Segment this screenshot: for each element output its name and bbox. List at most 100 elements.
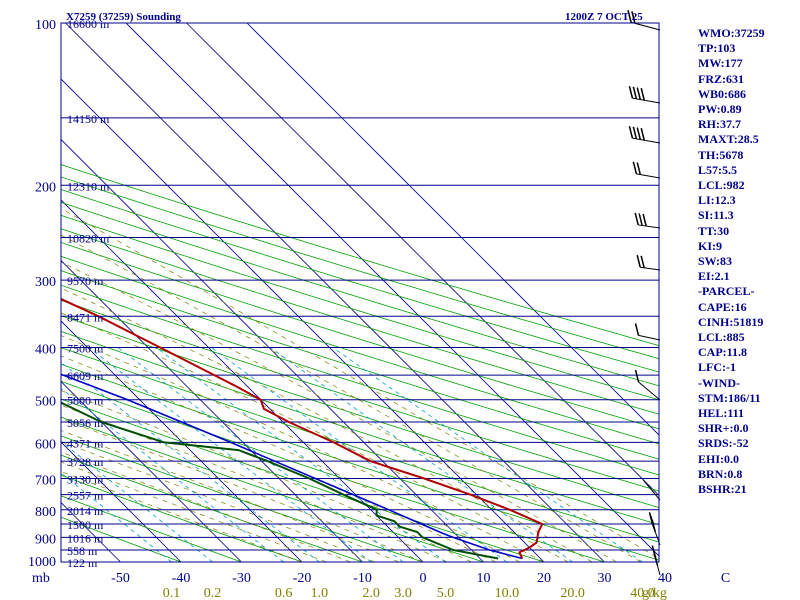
index-value: MAXT:28.5 bbox=[698, 132, 759, 147]
dry-adiabat-line bbox=[61, 241, 659, 430]
index-value: FRZ:631 bbox=[698, 71, 744, 86]
height-label: 5800 m bbox=[67, 394, 104, 408]
dry-adiabat-line bbox=[61, 474, 304, 562]
index-value: -PARCEL- bbox=[698, 284, 755, 299]
height-label: 6609 m bbox=[67, 369, 104, 383]
pressure-tick-label: 800 bbox=[35, 505, 56, 520]
pressure-tick-label: 900 bbox=[35, 532, 56, 547]
moist-adiabat-line bbox=[61, 417, 424, 562]
temperature-tick-label: -10 bbox=[353, 571, 372, 586]
isotherm-line bbox=[61, 199, 424, 562]
wind-barb-flag bbox=[634, 323, 640, 336]
isotherm-line bbox=[61, 441, 182, 562]
wind-barb-flag bbox=[631, 11, 636, 24]
mixing-ratio-label: 10.0 bbox=[495, 586, 520, 600]
wind-barb-flag bbox=[628, 85, 634, 99]
index-value: KI:9 bbox=[698, 238, 722, 253]
index-value: CAPE:16 bbox=[698, 299, 747, 314]
mixing-ratio-label: 0.6 bbox=[275, 586, 293, 600]
plot-frame bbox=[60, 22, 660, 563]
dry-adiabat-line bbox=[61, 495, 243, 562]
dry-adiabat-line bbox=[61, 315, 659, 509]
mixing-ratio-label: 40.0 bbox=[630, 586, 655, 600]
moist-adiabat-line bbox=[61, 312, 569, 562]
wind-barb-flag bbox=[634, 212, 639, 226]
isotherm-line bbox=[125, 23, 659, 557]
index-value: TT:30 bbox=[698, 223, 730, 238]
wind-barb-flag bbox=[628, 125, 634, 139]
height-label: 7500 m bbox=[67, 342, 104, 356]
pressure-tick-label: 300 bbox=[35, 275, 56, 290]
index-value: LCL:982 bbox=[698, 178, 745, 192]
pressure-tick-label: 600 bbox=[35, 437, 56, 452]
height-label: 12310 m bbox=[67, 179, 110, 193]
pressure-tick-label: 1000 bbox=[28, 555, 56, 570]
isotherm-line bbox=[246, 23, 659, 436]
index-value: MW:177 bbox=[698, 56, 743, 71]
temperature-tick-label: C bbox=[721, 571, 730, 586]
wind-barb-staff bbox=[642, 479, 661, 501]
wind-barb-staff bbox=[638, 381, 661, 401]
dry-adiabat-line bbox=[61, 164, 659, 346]
temperature-tick-label: 20 bbox=[537, 571, 551, 586]
sounding-time: 1200Z 7 OCT 25 bbox=[565, 11, 643, 23]
wind-barb-flag bbox=[653, 553, 659, 566]
pressure-tick-label: 500 bbox=[35, 395, 56, 410]
moist-adiabat-line bbox=[61, 441, 375, 562]
index-value: PW:0.89 bbox=[698, 102, 742, 116]
index-value: SW:83 bbox=[698, 254, 733, 268]
index-value: SRDS:-52 bbox=[698, 436, 749, 451]
height-label: 1016 m bbox=[67, 531, 104, 545]
index-value: BRN:0.8 bbox=[698, 466, 743, 481]
wind-barb-flag bbox=[636, 162, 642, 175]
temperature-tick-label: 30 bbox=[598, 571, 612, 586]
mixing-ratio-label: 1.0 bbox=[311, 586, 329, 600]
index-value: -WIND- bbox=[698, 375, 740, 390]
moist-adiabat-line bbox=[61, 335, 545, 562]
temperature-tick-label: 40 bbox=[658, 571, 672, 586]
height-label: 14150 m bbox=[67, 112, 110, 126]
height-label: 2014 m bbox=[67, 504, 104, 518]
index-value: LCL:885 bbox=[698, 330, 745, 344]
pressure-tick-label: 100 bbox=[35, 18, 56, 33]
wind-barb-flag bbox=[640, 88, 645, 101]
wind-barb-flag bbox=[640, 128, 645, 141]
wind-barb-flag bbox=[634, 369, 640, 383]
profile-curves bbox=[61, 297, 544, 560]
index-value: LFC:-1 bbox=[698, 360, 736, 375]
moist-adiabat-line bbox=[61, 287, 593, 562]
index-value: WB0:686 bbox=[698, 86, 746, 101]
dewpoint-trace bbox=[61, 401, 499, 560]
mixing-ratio-label: 0.1 bbox=[163, 586, 181, 600]
wind-barb-flag bbox=[632, 126, 638, 140]
temperature-tick-label: -30 bbox=[232, 571, 251, 586]
temperature-tick-label: 0 bbox=[420, 571, 427, 586]
moist-adiabat-line bbox=[61, 208, 659, 559]
mixing-ratio-label: 0.2 bbox=[204, 586, 222, 600]
dry-adiabat-line bbox=[61, 454, 364, 562]
wind-barb-staff bbox=[640, 266, 661, 271]
mixing-ratio-label: 2.0 bbox=[362, 586, 380, 600]
height-label: 4371 m bbox=[67, 436, 104, 450]
height-label: 558 m bbox=[67, 544, 98, 558]
wind-barbs bbox=[627, 10, 661, 576]
dry-adiabat-line bbox=[61, 416, 485, 562]
height-label: 3728 m bbox=[67, 455, 104, 469]
index-value: SI:11.3 bbox=[698, 208, 734, 223]
wind-barb-staff bbox=[638, 334, 661, 341]
wind-barb-flag bbox=[636, 87, 642, 100]
dry-adiabat-line bbox=[61, 398, 546, 562]
temperature-tick-label: 10 bbox=[477, 571, 491, 586]
mixing-ratio-unit: g/kg bbox=[642, 586, 667, 600]
index-value: EI:2.1 bbox=[698, 269, 730, 284]
wind-barb-staff bbox=[632, 137, 661, 144]
dry-adiabat-line bbox=[61, 331, 659, 526]
index-value: TP:103 bbox=[698, 41, 736, 56]
index-value: BSHR:21 bbox=[698, 482, 747, 496]
wind-barb-staff bbox=[630, 21, 661, 31]
dry-adiabat-line bbox=[61, 347, 659, 543]
height-label: 9570 m bbox=[67, 274, 104, 288]
dry-adiabat-line bbox=[61, 255, 659, 445]
wind-barb-flag bbox=[632, 161, 638, 175]
